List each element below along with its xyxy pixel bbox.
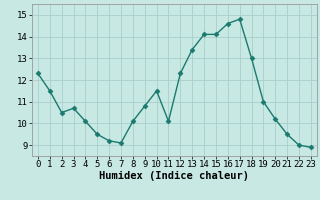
X-axis label: Humidex (Indice chaleur): Humidex (Indice chaleur) (100, 171, 249, 181)
